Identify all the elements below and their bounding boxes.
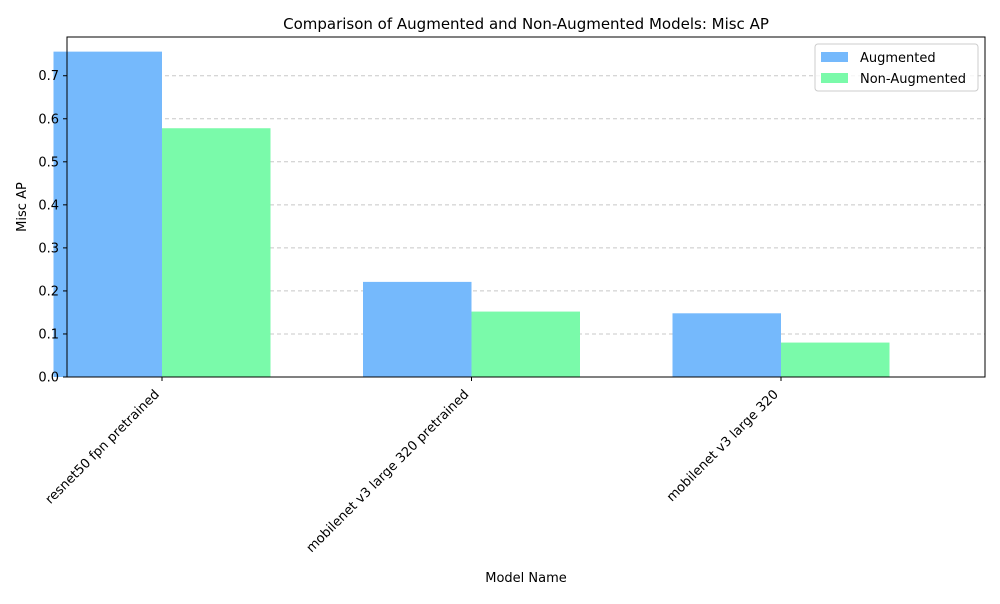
legend-swatch [821,52,848,62]
x-tick-label: mobilenet v3 large 320 [664,387,782,505]
chart-title: Comparison of Augmented and Non-Augmente… [283,15,769,33]
legend-box [814,43,979,92]
y-tick-label: 0.7 [38,69,59,84]
legend-label: Augmented [860,51,936,66]
x-axis-label: Model Name [485,571,567,586]
plot-frame [66,36,986,378]
y-tick-label: 0.3 [38,241,59,256]
x-axis: resnet50 fpn pretrained mobilenet v3 larg… [43,377,782,556]
y-tick-label: 0.5 [38,155,59,170]
legend-swatch [821,73,848,83]
bar-augmented [672,313,781,377]
y-tick-label: 0.6 [38,112,59,127]
bar-augmented [53,51,162,378]
legend-label: Non-Augmented [860,72,966,87]
bar-augmented [363,281,472,377]
bar-non-augmented [162,128,271,377]
y-tick-label: 0.1 [38,327,59,342]
y-tick-label: 0.0 [38,371,59,386]
bar-non-augmented [471,311,580,377]
y-axis-label: Misc AP [15,182,30,232]
legend: Augmented Non-Augmented [814,43,979,92]
bar-non-augmented [781,342,890,377]
y-axis: 0.0 0.1 0.2 0.3 0.4 0.5 0.6 0.7 [38,69,67,386]
x-tick-label: resnet50 fpn pretrained [43,387,163,507]
y-tick-label: 0.2 [38,284,59,299]
bars [53,51,890,378]
y-tick-label: 0.4 [38,198,59,213]
x-tick-label: mobilenet v3 large 320 pretrained [304,387,473,556]
